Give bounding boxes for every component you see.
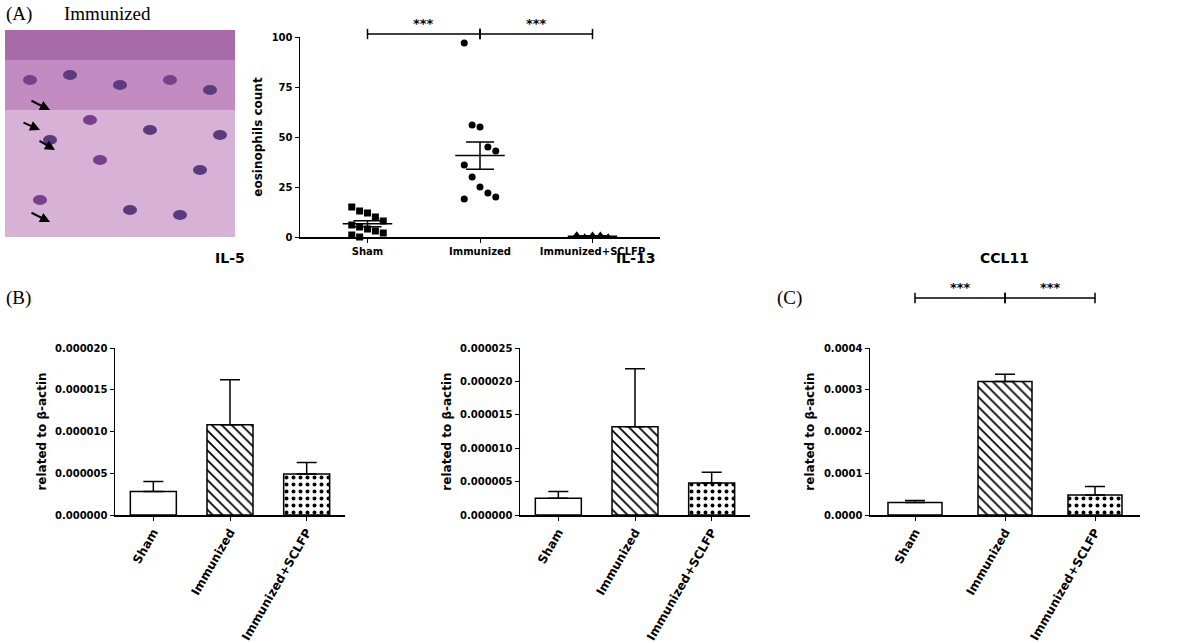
svg-text:***: *** — [1040, 280, 1061, 295]
svg-text:0.0002: 0.0002 — [824, 426, 863, 437]
svg-text:0.000005: 0.000005 — [460, 476, 513, 487]
svg-text:Immunized: Immunized — [188, 526, 237, 597]
svg-text:Immunized: Immunized — [449, 246, 511, 257]
svg-text:Immunized+SCLFP: Immunized+SCLFP — [239, 526, 314, 643]
svg-text:Sham: Sham — [535, 526, 566, 566]
svg-text:0.000025: 0.000025 — [460, 343, 513, 354]
svg-text:0.000000: 0.000000 — [55, 510, 108, 521]
svg-text:***: *** — [413, 16, 434, 31]
svg-text:0.0001: 0.0001 — [824, 468, 863, 479]
svg-text:(A): (A) — [6, 3, 32, 25]
svg-text:0.000015: 0.000015 — [55, 384, 108, 395]
svg-text:0.0000: 0.0000 — [824, 510, 863, 521]
svg-text:0.000010: 0.000010 — [460, 443, 513, 454]
svg-text:0.000010: 0.000010 — [55, 426, 108, 437]
svg-text:Immunized: Immunized — [64, 3, 151, 24]
svg-text:IL-5: IL-5 — [215, 250, 245, 266]
svg-text:Sham: Sham — [352, 246, 384, 257]
svg-text:Immunized+SCLFP: Immunized+SCLFP — [644, 526, 719, 643]
svg-text:Sham: Sham — [130, 526, 161, 566]
svg-text:50: 50 — [279, 132, 293, 143]
svg-text:0.0004: 0.0004 — [824, 343, 863, 354]
svg-text:(B): (B) — [6, 287, 31, 309]
svg-text:0.000005: 0.000005 — [55, 468, 108, 479]
svg-text:related to β-actin: related to β-actin — [440, 372, 454, 490]
svg-text:0: 0 — [286, 232, 293, 243]
svg-text:Immunized+SCLFP: Immunized+SCLFP — [1027, 526, 1102, 643]
svg-text:0.000000: 0.000000 — [460, 510, 513, 521]
svg-text:IL-13: IL-13 — [616, 250, 655, 266]
svg-text:related to β-actin: related to β-actin — [803, 372, 817, 490]
svg-text:0.000015: 0.000015 — [460, 409, 513, 420]
svg-text:75: 75 — [279, 82, 293, 93]
svg-text:related to β-actin: related to β-actin — [35, 372, 49, 490]
svg-text:0.0003: 0.0003 — [824, 384, 863, 395]
svg-text:Immunized+SCLFP: Immunized+SCLFP — [540, 246, 645, 257]
svg-text:25: 25 — [279, 182, 293, 193]
svg-text:0.000020: 0.000020 — [460, 376, 513, 387]
svg-text:0.000020: 0.000020 — [55, 343, 108, 354]
svg-text:Sham: Sham — [892, 526, 923, 566]
svg-text:CCL11: CCL11 — [980, 250, 1029, 266]
svg-text:***: *** — [526, 16, 547, 31]
svg-text:Immunized: Immunized — [593, 526, 642, 597]
svg-text:Immunized: Immunized — [963, 526, 1012, 597]
svg-text:eosinophils count: eosinophils count — [251, 77, 265, 197]
svg-text:(C): (C) — [777, 287, 802, 309]
svg-text:100: 100 — [272, 32, 293, 43]
svg-text:***: *** — [950, 280, 971, 295]
